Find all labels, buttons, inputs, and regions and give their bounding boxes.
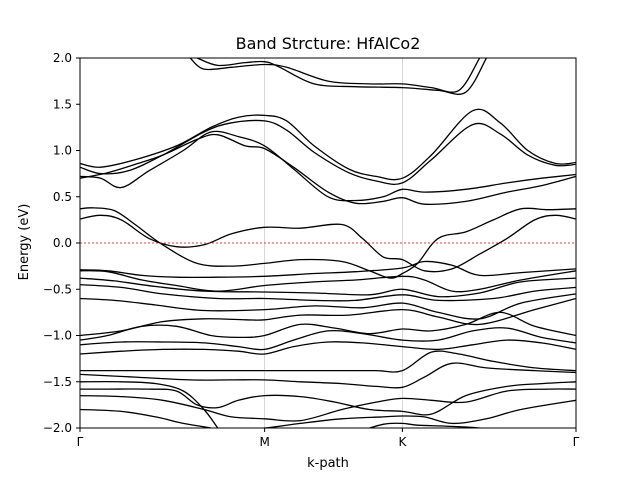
band-line-25: [367, 422, 485, 428]
band-line-16: [80, 327, 576, 351]
band-line-21: [80, 381, 576, 416]
band-line-17: [80, 339, 576, 355]
band-line-11: [80, 277, 576, 298]
band-line-10: [80, 270, 576, 293]
band-line-18: [80, 350, 576, 373]
x-tick-label: M: [259, 435, 269, 449]
y-tick-label: −1.0: [43, 329, 72, 343]
band-line-2: [196, 58, 487, 95]
plot-area: −2.0 −1.5 −1.0 −0.5 0.0 0.5 1.0 1.5 2.0 Γ M K Γ: [43, 51, 580, 449]
band-line-23: [80, 408, 215, 428]
x-tick-label: Γ: [77, 435, 84, 449]
x-axis-label: k-path: [307, 456, 349, 471]
y-axis-label: Energy (eV): [17, 204, 32, 281]
bands-group: [80, 58, 576, 428]
y-tick-label: 0.5: [53, 190, 72, 204]
band-line-3: [80, 108, 576, 181]
band-line-15: [80, 311, 576, 341]
y-tick-label: 2.0: [53, 51, 72, 65]
band-line-5: [80, 130, 576, 202]
band-line-8: [80, 214, 576, 273]
band-line-19: [80, 362, 576, 389]
y-tick-label: −1.5: [43, 375, 72, 389]
x-tick-label: K: [398, 435, 407, 449]
y-tick-label: 1.5: [53, 97, 72, 111]
band-line-7: [80, 207, 576, 279]
band-line-9: [80, 260, 576, 279]
y-tick-label: −2.0: [43, 421, 72, 435]
band-line-6: [80, 133, 576, 205]
band-line-14: [80, 297, 576, 337]
y-tick-label: 1.0: [53, 144, 72, 158]
band-line-12: [80, 283, 576, 302]
band-line-24: [254, 399, 576, 428]
band-line-22: [80, 388, 576, 422]
y-tick-label: −0.5: [43, 282, 72, 296]
band-line-13: [80, 293, 576, 320]
y-tick-label: 0.0: [53, 236, 72, 250]
x-tick-label: Γ: [573, 435, 580, 449]
band-line-20: [80, 380, 219, 428]
band-line-1: [189, 58, 481, 93]
chart-title: Band Strcture: HfAlCo2: [236, 34, 421, 53]
